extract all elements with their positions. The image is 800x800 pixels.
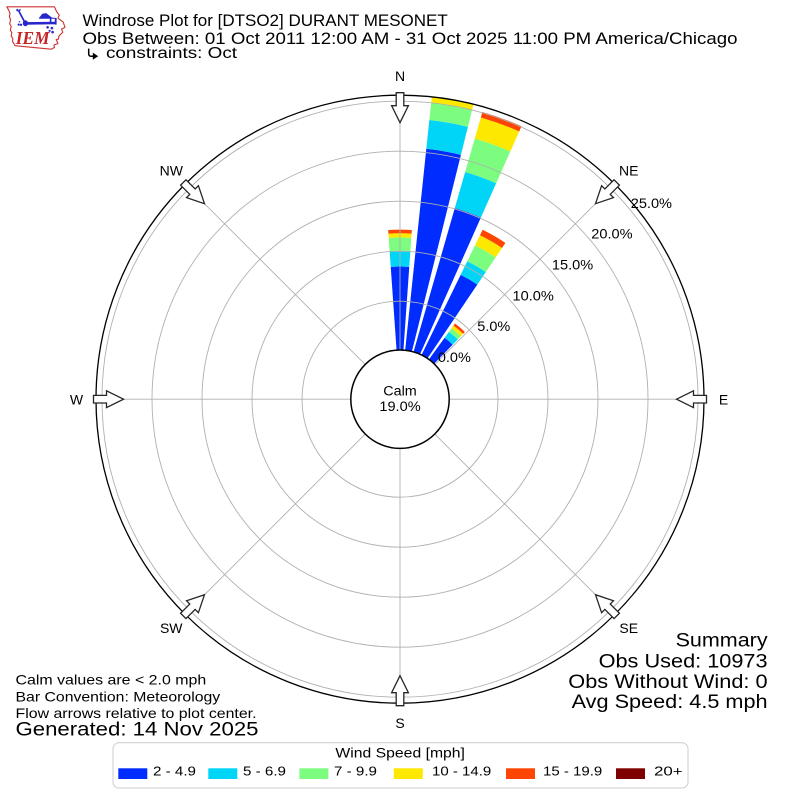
svg-text:E: E (719, 391, 728, 407)
svg-text:20.0%: 20.0% (591, 226, 632, 242)
svg-text:IEM: IEM (15, 28, 51, 48)
svg-text:10 - 14.9: 10 - 14.9 (432, 764, 491, 779)
svg-text:2 - 4.9: 2 - 4.9 (153, 764, 196, 779)
svg-text:Obs Used: 10973: Obs Used: 10973 (599, 652, 768, 673)
svg-text:5.0%: 5.0% (477, 318, 510, 334)
svg-text:SW: SW (160, 620, 183, 636)
svg-text:NE: NE (619, 163, 638, 179)
svg-text:15.0%: 15.0% (552, 256, 593, 272)
svg-text:Calm values are < 2.0 mph: Calm values are < 2.0 mph (16, 672, 207, 688)
svg-text:S: S (395, 715, 404, 731)
svg-text:Summary: Summary (676, 631, 769, 652)
svg-text:25.0%: 25.0% (631, 195, 672, 211)
svg-text:Obs Without Wind: 0: Obs Without Wind: 0 (568, 672, 767, 693)
svg-text:Bar Convention: Meteorology: Bar Convention: Meteorology (16, 689, 221, 705)
svg-text:Wind Speed [mph]: Wind Speed [mph] (335, 745, 465, 761)
svg-text:0.0%: 0.0% (438, 349, 471, 365)
svg-text:7 - 9.9: 7 - 9.9 (334, 764, 377, 779)
svg-text:Windrose Plot for [DTSO2] DURA: Windrose Plot for [DTSO2] DURANT MESONET (83, 11, 448, 30)
svg-text:NW: NW (160, 163, 184, 179)
svg-text:constraints: Oct: constraints: Oct (106, 45, 238, 62)
svg-text:5 - 6.9: 5 - 6.9 (243, 764, 286, 779)
svg-text:Avg Speed: 4.5 mph: Avg Speed: 4.5 mph (572, 692, 768, 713)
svg-text:Calm: Calm (383, 384, 417, 399)
svg-text:Flow arrows relative to plot c: Flow arrows relative to plot center. (16, 705, 257, 721)
svg-text:N: N (395, 68, 405, 84)
svg-text:10.0%: 10.0% (513, 287, 554, 303)
svg-text:Obs Between: 01 Oct 2011 12:00: Obs Between: 01 Oct 2011 12:00 AM - 31 O… (83, 29, 738, 48)
svg-text:15 - 19.9: 15 - 19.9 (543, 764, 602, 779)
svg-text:19.0%: 19.0% (379, 399, 420, 414)
svg-text:20+: 20+ (654, 764, 683, 779)
svg-text:Generated: 14 Nov 2025: Generated: 14 Nov 2025 (16, 720, 259, 741)
svg-text:W: W (70, 391, 84, 407)
svg-text:SE: SE (619, 620, 638, 636)
